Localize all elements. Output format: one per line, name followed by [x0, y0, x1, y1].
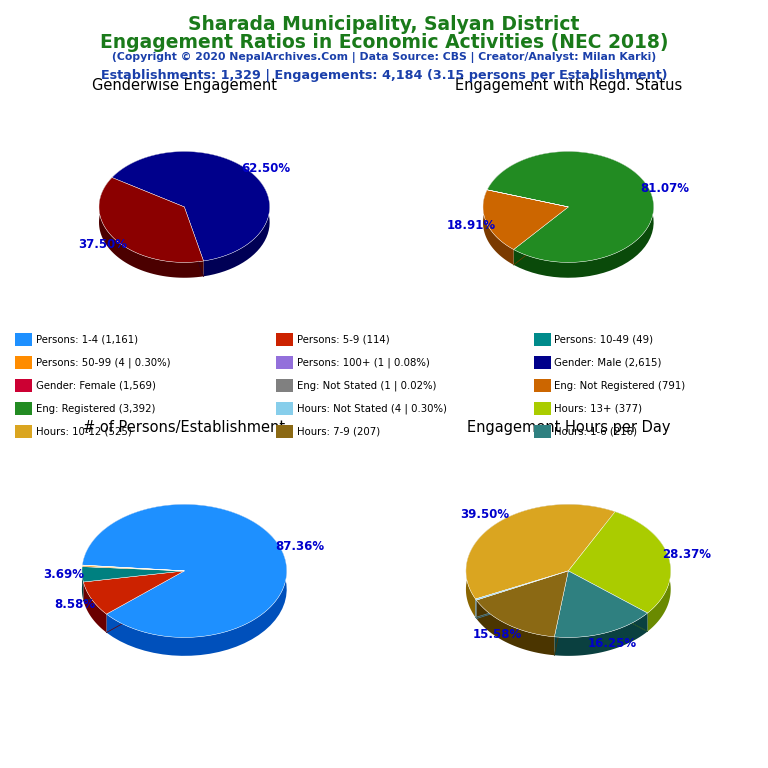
Title: Engagement Hours per Day: Engagement Hours per Day [467, 420, 670, 435]
Polygon shape [475, 599, 476, 618]
Polygon shape [476, 571, 568, 637]
Polygon shape [554, 613, 647, 656]
Polygon shape [615, 511, 670, 631]
Text: Persons: 100+ (1 | 0.08%): Persons: 100+ (1 | 0.08%) [297, 357, 430, 368]
Polygon shape [99, 177, 204, 263]
Text: Hours: 7-9 (207): Hours: 7-9 (207) [297, 426, 380, 437]
Polygon shape [82, 565, 184, 571]
Text: Gender: Female (1,569): Gender: Female (1,569) [36, 380, 156, 391]
Polygon shape [82, 565, 184, 571]
Text: Engagement Ratios in Economic Activities (NEC 2018): Engagement Ratios in Economic Activities… [100, 33, 668, 52]
Text: Persons: 50-99 (4 | 0.30%): Persons: 50-99 (4 | 0.30%) [36, 357, 170, 368]
Polygon shape [99, 177, 204, 278]
Text: Establishments: 1,329 | Engagements: 4,184 (3.15 persons per Establishment): Establishments: 1,329 | Engagements: 4,1… [101, 69, 667, 82]
Text: (Copyright © 2020 NepalArchives.Com | Data Source: CBS | Creator/Analyst: Milan : (Copyright © 2020 NepalArchives.Com | Da… [112, 52, 656, 63]
Polygon shape [112, 151, 270, 276]
Text: 18.91%: 18.91% [447, 219, 496, 232]
Text: 37.50%: 37.50% [78, 238, 127, 251]
Text: Sharada Municipality, Salyan District: Sharada Municipality, Salyan District [188, 15, 580, 35]
Text: 15.58%: 15.58% [473, 628, 522, 641]
Text: Hours: Not Stated (4 | 0.30%): Hours: Not Stated (4 | 0.30%) [297, 403, 447, 414]
Text: Persons: 10-49 (49): Persons: 10-49 (49) [554, 334, 654, 345]
Text: 39.50%: 39.50% [460, 508, 509, 521]
Polygon shape [466, 505, 615, 617]
Text: Hours: 13+ (377): Hours: 13+ (377) [554, 403, 643, 414]
Text: 8.58%: 8.58% [55, 598, 95, 611]
Polygon shape [82, 505, 286, 637]
Text: Hours: 10-12 (525): Hours: 10-12 (525) [36, 426, 132, 437]
Polygon shape [476, 600, 554, 655]
Polygon shape [82, 505, 286, 656]
Polygon shape [487, 151, 654, 278]
Polygon shape [475, 571, 568, 600]
Text: 62.50%: 62.50% [242, 162, 291, 175]
Text: Persons: 1-4 (1,161): Persons: 1-4 (1,161) [36, 334, 138, 345]
Polygon shape [82, 567, 84, 601]
Text: Persons: 5-9 (114): Persons: 5-9 (114) [297, 334, 390, 345]
Text: 3.69%: 3.69% [43, 568, 84, 581]
Polygon shape [568, 511, 670, 613]
Polygon shape [554, 571, 647, 637]
Polygon shape [487, 190, 568, 207]
Text: Eng: Registered (3,392): Eng: Registered (3,392) [36, 403, 156, 414]
Text: 28.37%: 28.37% [662, 548, 711, 561]
Polygon shape [466, 505, 615, 599]
Polygon shape [112, 151, 270, 261]
Title: Genderwise Engagement: Genderwise Engagement [92, 78, 276, 94]
Polygon shape [84, 571, 184, 614]
Title: # of Persons/Establishment: # of Persons/Establishment [83, 420, 286, 435]
Text: 87.36%: 87.36% [275, 541, 324, 554]
Title: Engagement with Regd. Status: Engagement with Regd. Status [455, 78, 682, 94]
Polygon shape [483, 190, 514, 265]
Text: 81.07%: 81.07% [641, 182, 690, 195]
Polygon shape [84, 582, 107, 633]
Polygon shape [82, 567, 184, 582]
Text: Eng: Not Stated (1 | 0.02%): Eng: Not Stated (1 | 0.02%) [297, 380, 437, 391]
Text: Eng: Not Registered (791): Eng: Not Registered (791) [554, 380, 686, 391]
Text: Hours: 1-6 (216): Hours: 1-6 (216) [554, 426, 637, 437]
Text: Gender: Male (2,615): Gender: Male (2,615) [554, 357, 662, 368]
Text: 16.25%: 16.25% [588, 637, 637, 650]
Polygon shape [483, 190, 568, 250]
Polygon shape [487, 151, 654, 263]
